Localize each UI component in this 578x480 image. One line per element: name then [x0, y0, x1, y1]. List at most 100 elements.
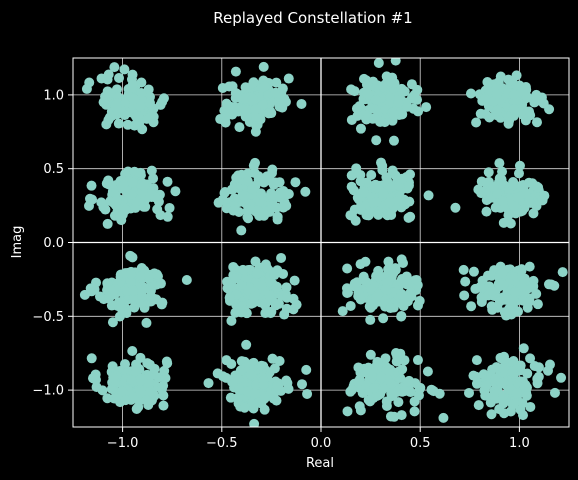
scatter-point — [423, 190, 434, 201]
scatter-point — [135, 387, 146, 398]
scatter-point — [513, 168, 524, 179]
scatter-point — [366, 284, 377, 295]
scatter-point — [213, 197, 224, 208]
scatter-point — [235, 365, 246, 376]
scatter-point — [136, 263, 147, 274]
scatter-point — [383, 256, 394, 267]
scatter-point — [402, 101, 413, 112]
scatter-point — [471, 355, 482, 366]
scatter-point — [466, 301, 477, 312]
scatter-point — [115, 212, 126, 223]
scatter-point — [300, 186, 311, 197]
scatter-point — [396, 276, 407, 287]
scatter-point — [389, 411, 400, 422]
scatter-point — [460, 276, 471, 287]
scatter-point — [84, 200, 94, 211]
scatter-point — [241, 111, 252, 122]
scatter-point — [352, 277, 363, 288]
scatter-point — [556, 372, 567, 383]
scatter-point — [269, 270, 280, 281]
scatter-point — [155, 99, 166, 110]
scatter-point — [370, 95, 381, 106]
scatter-point — [533, 362, 544, 373]
scatter-point — [106, 111, 117, 122]
scatter-point — [145, 112, 156, 123]
scatter-point — [396, 254, 407, 265]
scatter-point — [507, 180, 518, 191]
scatter-point — [91, 382, 102, 392]
scatter-point — [385, 303, 396, 314]
scatter-point — [109, 62, 120, 73]
scatter-point — [342, 406, 353, 417]
scatter-point — [371, 135, 382, 146]
scatter-point — [81, 83, 92, 94]
scatter-point — [159, 365, 170, 376]
scatter-point — [385, 76, 396, 87]
scatter-point — [471, 378, 482, 389]
scatter-point — [113, 118, 124, 129]
scatter-point — [258, 61, 269, 72]
scatter-point — [497, 196, 508, 207]
scatter-point — [253, 174, 264, 185]
scatter-point — [483, 167, 494, 178]
scatter-point — [263, 108, 274, 119]
scatter-point — [259, 81, 270, 92]
scatter-point — [377, 160, 388, 171]
scatter-point — [378, 188, 389, 199]
scatter-point — [264, 290, 275, 301]
scatter-point — [397, 364, 408, 375]
scatter-point — [399, 296, 410, 307]
scatter-point — [228, 261, 239, 272]
scatter-point — [98, 97, 109, 108]
scatter-point — [508, 89, 519, 100]
scatter-point — [518, 343, 529, 354]
scatter-point — [236, 225, 247, 236]
scatter-point — [484, 112, 495, 123]
scatter-point — [181, 275, 192, 285]
scatter-point — [125, 269, 136, 280]
scatter-point — [337, 306, 348, 317]
scatter-point — [366, 170, 377, 180]
scatter-point — [381, 396, 392, 407]
scatter-point — [342, 263, 353, 274]
scatter-point — [393, 97, 404, 108]
scatter-point — [473, 400, 484, 411]
scatter-point — [259, 393, 270, 404]
scatter-point — [272, 211, 283, 222]
scatter-point — [277, 83, 288, 94]
scatter-point — [249, 291, 260, 302]
scatter-point — [135, 101, 146, 112]
x-tick-label: −0.5 — [206, 436, 238, 451]
scatter-point — [498, 280, 509, 291]
scatter-point — [468, 370, 479, 381]
scatter-point — [521, 390, 532, 401]
scatter-point — [366, 371, 377, 382]
scatter-point — [221, 372, 232, 383]
scatter-point — [360, 256, 371, 267]
scatter-point — [103, 69, 114, 80]
scatter-point — [497, 354, 508, 365]
scatter-point — [233, 373, 244, 384]
scatter-point — [100, 204, 111, 215]
scatter-point — [111, 195, 122, 206]
scatter-point — [260, 308, 271, 319]
scatter-point — [365, 349, 376, 360]
scatter-point — [396, 410, 407, 421]
scatter-point — [245, 369, 256, 380]
scatter-point — [353, 377, 364, 388]
scatter-point — [476, 176, 487, 187]
scatter-point — [155, 210, 166, 221]
scatter-point — [128, 392, 139, 403]
scatter-point — [151, 269, 162, 280]
scatter-point — [110, 100, 121, 111]
scatter-point — [525, 353, 536, 364]
scatter-point — [104, 293, 115, 304]
scatter-point — [517, 295, 528, 306]
scatter-point — [473, 184, 484, 195]
scatter-point — [139, 181, 150, 192]
scatter-point — [144, 97, 155, 108]
scatter-point — [345, 300, 356, 311]
scatter-point — [129, 302, 140, 313]
scatter-point — [373, 209, 384, 220]
